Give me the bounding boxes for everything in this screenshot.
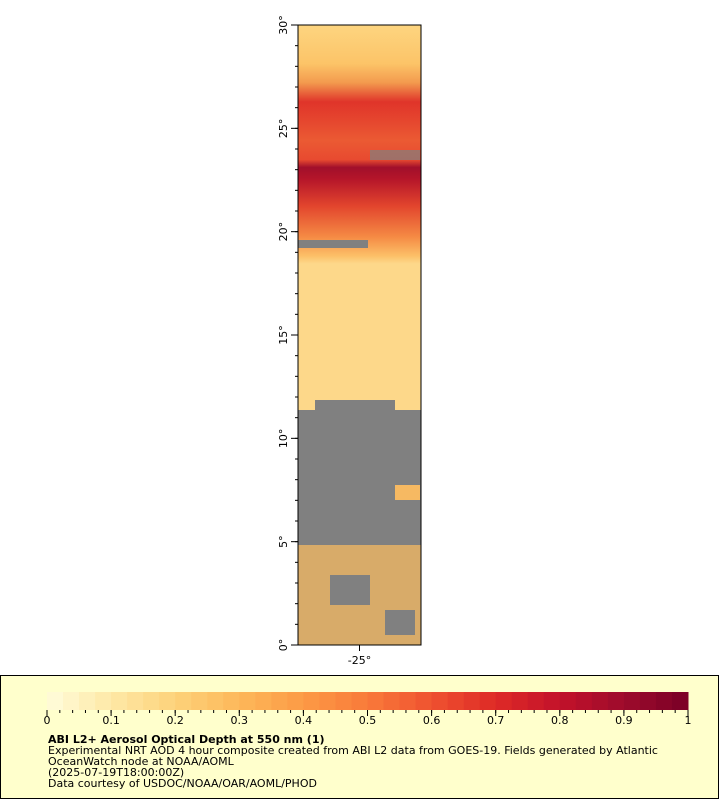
colorbar-swatch — [143, 692, 160, 710]
colorbar-swatch — [47, 692, 64, 710]
map-raster — [297, 24, 422, 646]
y-tick-label: 10° — [277, 429, 290, 449]
colorbar-swatch — [207, 692, 224, 710]
colorbar-swatch — [383, 692, 401, 710]
legend-description: Experimental NRT AOD 4 hour composite cr… — [48, 744, 658, 757]
y-tick-label: 20° — [277, 222, 290, 242]
colorbar-swatch — [463, 692, 481, 710]
no-data-area — [370, 150, 420, 160]
colorbar-swatch — [319, 692, 336, 710]
colorbar-swatch — [527, 692, 545, 710]
colorbar-tick-label: 0.2 — [166, 714, 184, 727]
colorbar-swatch — [495, 692, 513, 710]
colorbar-swatch — [63, 692, 80, 710]
colorbar-swatch — [543, 692, 561, 710]
colorbar-tick-label: 0.7 — [487, 714, 505, 727]
colorbar-swatch — [591, 692, 609, 710]
y-tick-label: 25° — [277, 119, 290, 139]
colorbar-swatch — [223, 692, 240, 710]
aod-field — [395, 485, 420, 500]
colorbar-swatch — [111, 692, 128, 710]
colorbar-swatch — [175, 692, 192, 710]
colorbar-swatch — [671, 692, 689, 710]
colorbar-swatch — [239, 692, 256, 710]
colorbar-swatch — [607, 692, 625, 710]
colorbar-tick-label: 0.4 — [295, 714, 313, 727]
colorbar-swatch — [479, 692, 497, 710]
colorbar-swatch — [447, 692, 465, 710]
colorbar: 0 0.1 0.2 0.3 0.4 0.5 0.6 0.7 0.8 0.9 1 — [44, 692, 692, 727]
colorbar-swatch — [623, 692, 641, 710]
colorbar-swatch — [159, 692, 176, 710]
colorbar-swatch — [559, 692, 577, 710]
colorbar-tick-label: 1 — [685, 714, 692, 727]
no-data-area — [315, 400, 395, 410]
colorbar-swatch — [655, 692, 673, 710]
no-data-area — [385, 610, 415, 635]
legend-time: (2025-07-19T18:00:00Z) — [48, 766, 184, 779]
colorbar-swatch — [95, 692, 112, 710]
colorbar-swatch — [127, 692, 144, 710]
y-tick-label: 30° — [277, 15, 290, 35]
colorbar-swatch — [255, 692, 272, 710]
aod-field — [298, 25, 421, 410]
colorbar-swatch — [351, 692, 368, 710]
colorbar-swatch — [575, 692, 593, 710]
colorbar-swatch — [287, 692, 304, 710]
colorbar-swatch — [271, 692, 288, 710]
no-data-area — [298, 240, 368, 248]
y-tick-label: 0° — [277, 639, 290, 652]
colorbar-swatch — [79, 692, 96, 710]
colorbar-swatch — [415, 692, 433, 710]
y-tick-label: 5° — [277, 535, 290, 548]
no-data-area — [330, 575, 370, 605]
colorbar-swatch — [191, 692, 208, 710]
colorbar-tick-label: 0.1 — [102, 714, 120, 727]
legend-description: OceanWatch node at NOAA/AOML — [48, 755, 235, 768]
colorbar-swatch — [639, 692, 657, 710]
x-tick-label: -25° — [348, 654, 371, 667]
colorbar-swatch — [303, 692, 320, 710]
colorbar-tick-label: 0.6 — [423, 714, 441, 727]
legend-credit: Data courtesy of USDOC/NOAA/OAR/AOML/PHO… — [48, 777, 317, 790]
axes: 0° 5° 10° 15° 20° 25° 30° -25° — [277, 15, 371, 667]
y-tick-label: 15° — [277, 325, 290, 345]
colorbar-tick-label: 0.5 — [359, 714, 377, 727]
colorbar-swatch — [399, 692, 417, 710]
colorbar-swatch — [367, 692, 385, 710]
colorbar-swatch — [431, 692, 449, 710]
colorbar-tick-label: 0.9 — [615, 714, 633, 727]
colorbar-tick-label: 0.3 — [231, 714, 249, 727]
colorbar-swatch — [335, 692, 352, 710]
colorbar-tick-label: 0 — [44, 714, 51, 727]
colorbar-tick-label: 0.8 — [551, 714, 569, 727]
colorbar-swatch — [511, 692, 529, 710]
legend-title: ABI L2+ Aerosol Optical Depth at 550 nm … — [48, 733, 325, 746]
